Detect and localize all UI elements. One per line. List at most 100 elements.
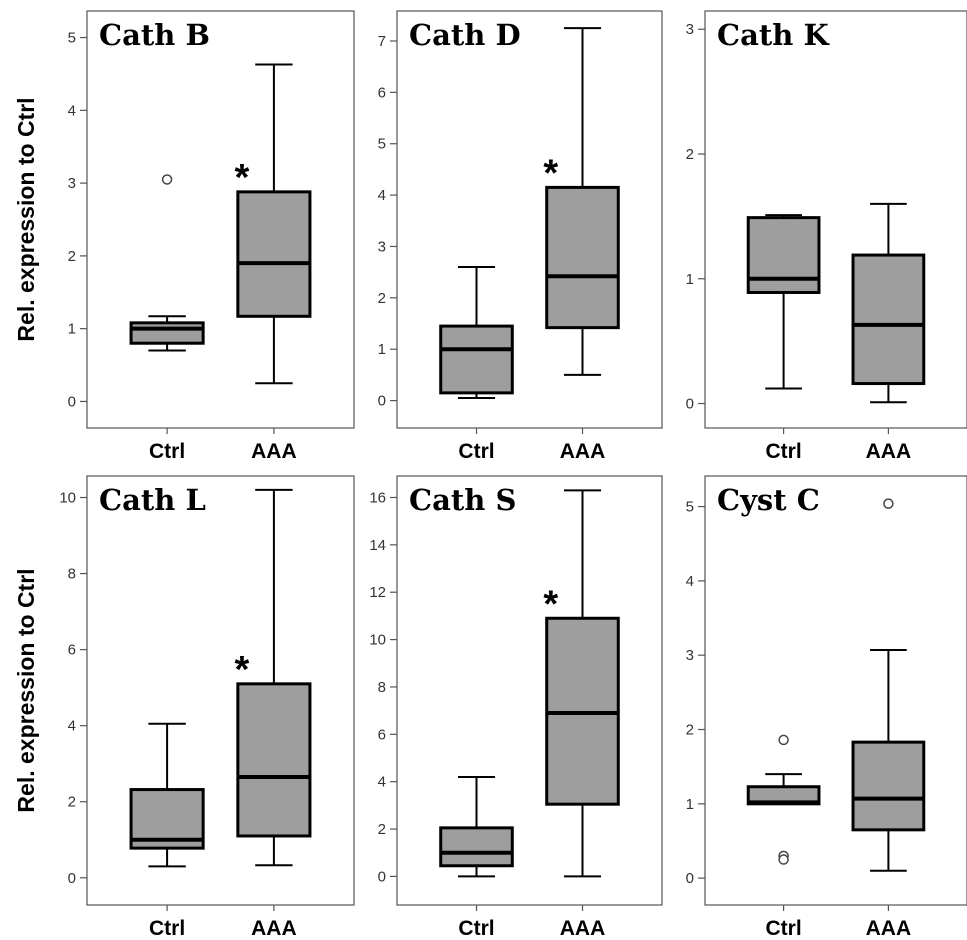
iqr-box — [851, 253, 926, 386]
y-tick-label: 12 — [369, 584, 386, 601]
panel-frame — [86, 475, 355, 906]
y-tick-label: 10 — [369, 632, 386, 649]
box-aaa: AAA — [851, 202, 926, 463]
y-tick-label: 3 — [686, 21, 694, 38]
panel-frame — [86, 10, 355, 429]
panel-title: Cath B — [99, 18, 210, 52]
significance-star: * — [543, 583, 558, 625]
box-ctrl: Ctrl — [129, 722, 205, 940]
y-axis-label: Rel. expression to Ctrl — [13, 97, 39, 341]
y-tick-label: 0 — [686, 870, 694, 887]
panel-cath-s: 0 2 4 6 8 10 12 14 16 Cath S Ctrl AAA * — [369, 475, 663, 940]
panel-frame — [704, 10, 967, 429]
x-tick-label: AAA — [251, 917, 297, 940]
box-ctrl: Ctrl — [746, 214, 821, 463]
significance-star: * — [234, 157, 249, 199]
outlier-point — [778, 734, 789, 746]
box-aaa: AAA — [851, 498, 926, 940]
y-tick-label: 2 — [68, 248, 76, 265]
box-ctrl: Ctrl — [439, 775, 514, 940]
y-tick-label: 3 — [378, 238, 386, 255]
x-tick-label: AAA — [251, 440, 297, 463]
iqr-box — [439, 826, 514, 868]
box-ctrl: Ctrl — [129, 174, 205, 463]
x-tick-label: Ctrl — [149, 917, 185, 940]
y-tick-label: 0 — [68, 870, 76, 887]
y-tick-label: 0 — [686, 396, 694, 413]
iqr-box — [746, 216, 821, 294]
outlier-point — [778, 854, 789, 865]
y-tick-label: 4 — [68, 718, 76, 735]
panel-cath-b: 0 1 2 3 4 5 Rel. expression to Ctrl Cath B Ctrl A… — [13, 10, 355, 463]
y-tick-label: 0 — [378, 393, 386, 410]
y-tick-label: 2 — [378, 290, 386, 307]
y-tick-label: 1 — [68, 321, 76, 338]
y-tick-label: 4 — [378, 774, 386, 791]
y-tick-label: 14 — [369, 537, 386, 554]
x-tick-label: Ctrl — [149, 440, 185, 463]
iqr-box — [545, 185, 620, 330]
y-tick-label: 1 — [686, 796, 694, 813]
box-aaa: AAA * — [543, 489, 620, 940]
panel-frame — [704, 475, 967, 906]
x-tick-label: AAA — [560, 917, 606, 940]
x-tick-label: AAA — [560, 440, 606, 463]
panel-frame — [396, 10, 663, 429]
panel-title: Cath L — [99, 483, 206, 517]
significance-star: * — [234, 649, 249, 691]
x-tick-label: Ctrl — [766, 440, 802, 463]
significance-star: * — [543, 152, 558, 194]
panel-cath-k: 0 1 2 3 Cath K Ctrl AAA — [686, 10, 967, 463]
y-tick-label: 6 — [378, 726, 386, 743]
y-tick-label: 7 — [378, 33, 386, 50]
y-tick-label: 4 — [68, 102, 76, 119]
y-tick-label: 3 — [68, 175, 76, 192]
panel-cath-l: 0 2 4 6 8 10 Rel. expression to Ctrl Cath L Ctrl… — [13, 475, 355, 940]
y-tick-label: 2 — [686, 146, 694, 163]
y-tick-label: 5 — [686, 499, 694, 516]
panel-cyst-c: 0 1 2 3 4 5 Cyst C Ctrl AAA — [686, 475, 967, 940]
y-tick-label: 1 — [686, 271, 694, 288]
y-tick-label: 6 — [378, 84, 386, 101]
panel-title: Cath K — [717, 18, 830, 52]
panel-frame — [396, 475, 663, 906]
box-ctrl: Ctrl — [439, 266, 514, 463]
y-tick-label: 2 — [378, 821, 386, 838]
y-tick-label: 5 — [378, 136, 386, 153]
box-aaa: AAA * — [543, 27, 620, 463]
y-tick-label: 4 — [686, 573, 694, 590]
y-tick-label: 16 — [369, 489, 386, 506]
iqr-box — [439, 324, 514, 395]
box-aaa: AAA * — [234, 63, 312, 463]
y-tick-label: 5 — [68, 30, 76, 47]
panel-title: Cath S — [409, 483, 516, 517]
y-axis-label: Rel. expression to Ctrl — [13, 568, 39, 812]
y-tick-label: 4 — [378, 187, 386, 204]
y-tick-label: 8 — [68, 566, 76, 583]
iqr-box — [236, 190, 312, 318]
outlier-point — [883, 498, 894, 509]
y-tick-label: 2 — [686, 722, 694, 739]
panel-title: Cyst C — [717, 483, 820, 517]
iqr-box — [851, 740, 926, 832]
x-tick-label: AAA — [866, 917, 912, 940]
x-tick-label: Ctrl — [458, 440, 494, 463]
y-tick-label: 6 — [68, 642, 76, 659]
y-tick-label: 8 — [378, 679, 386, 696]
y-tick-label: 0 — [68, 393, 76, 410]
y-tick-label: 1 — [378, 341, 386, 358]
outlier-point — [161, 174, 173, 185]
iqr-box — [236, 682, 312, 838]
iqr-box — [129, 321, 205, 345]
box-ctrl: Ctrl — [746, 734, 821, 940]
panel-cath-d: 0 1 2 3 4 5 6 7 Cath D Ctrl AAA * — [378, 10, 663, 463]
x-tick-label: Ctrl — [458, 917, 494, 940]
y-tick-label: 10 — [59, 490, 76, 507]
x-tick-label: Ctrl — [766, 917, 802, 940]
y-tick-label: 2 — [68, 794, 76, 811]
box-aaa: AAA * — [234, 488, 312, 940]
y-tick-label: 3 — [686, 647, 694, 664]
y-tick-label: 0 — [378, 868, 386, 885]
x-tick-label: AAA — [866, 440, 912, 463]
